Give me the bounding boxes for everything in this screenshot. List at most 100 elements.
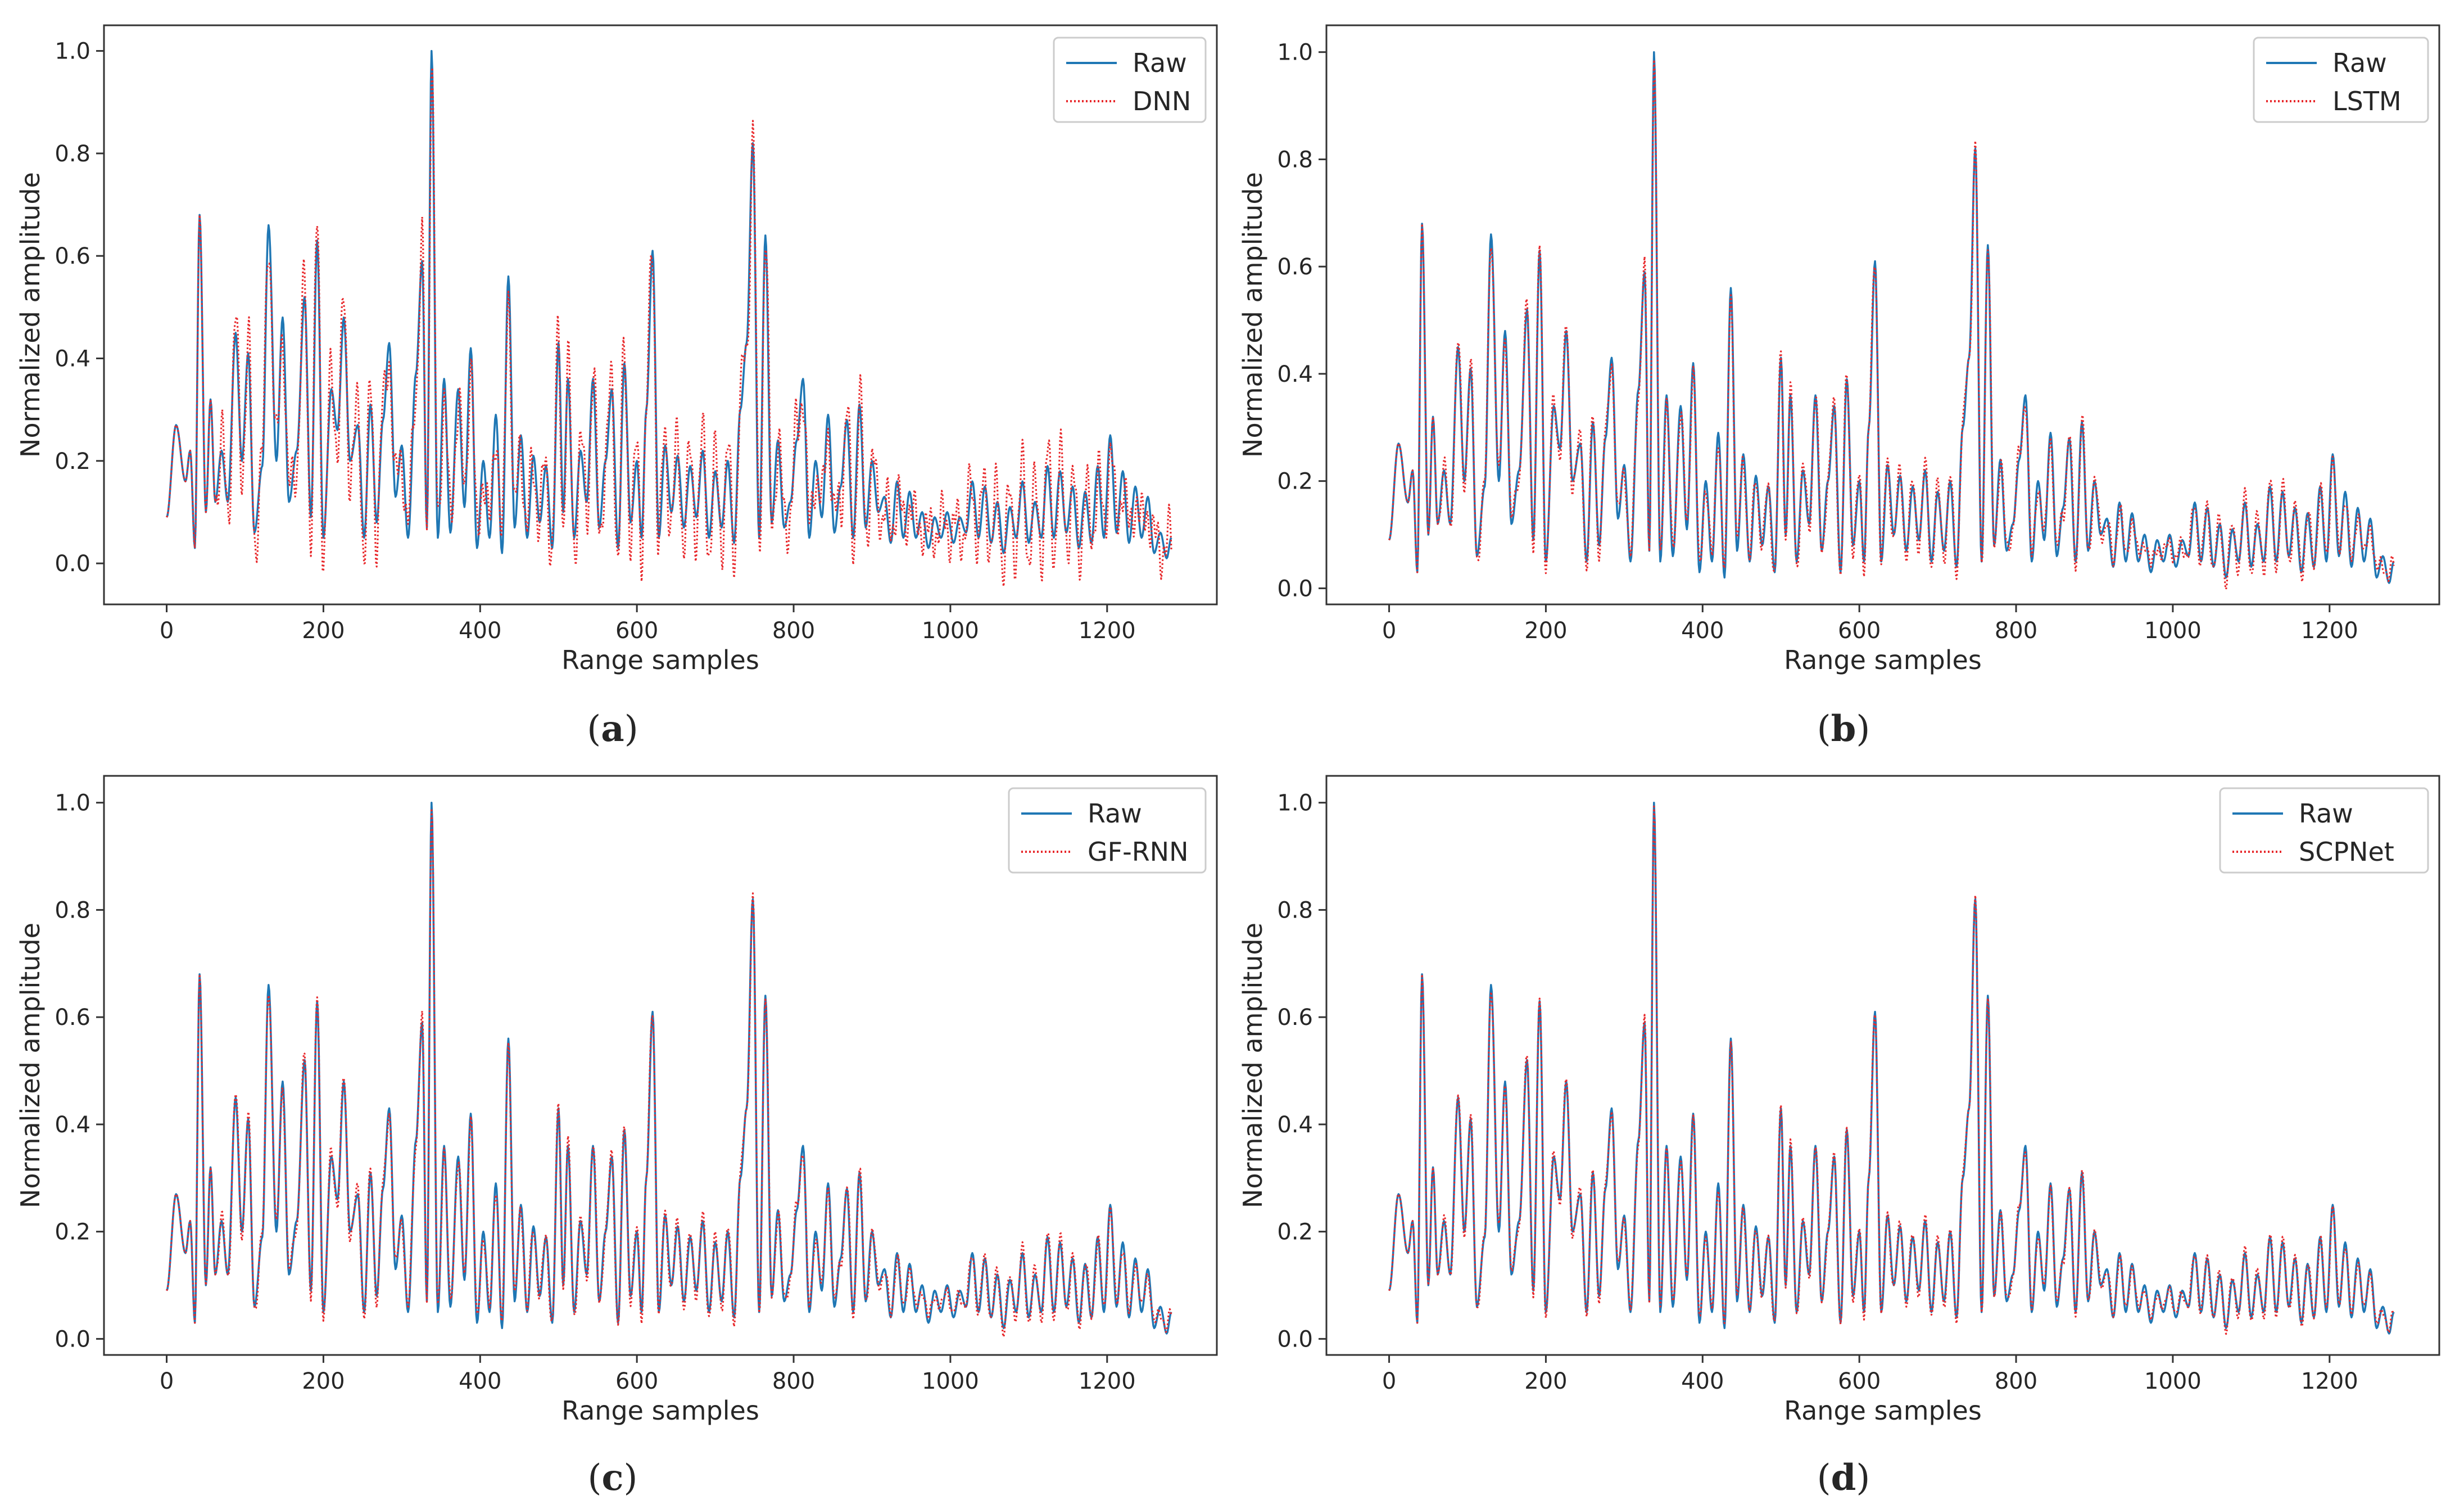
- plot-frame: [103, 24, 1218, 606]
- y-tick-label: 1.0: [1277, 40, 1313, 66]
- chart-panel-d: 0 200 400 600 800 1000 1200 0.0 0.2 0.4 0.6 0.8 1.0 R…: [1238, 775, 2440, 1499]
- x-tick-label: 1000: [2144, 618, 2202, 644]
- series-line-scpnet: [1388, 805, 2395, 1335]
- chart-panel-a: 0 200 400 600 800 1000 1200 0.0 0.2 0.4 0.6 0.8 1.0 R…: [15, 24, 1218, 750]
- x-tick-label: 1000: [2144, 1368, 2202, 1394]
- x-tick-label: 400: [459, 1368, 501, 1394]
- y-tick-label: 0.8: [55, 897, 90, 923]
- plot-frame: [1325, 24, 2440, 606]
- x-tick-label: 400: [1681, 1368, 1724, 1394]
- x-tick-label: 1200: [1079, 1368, 1136, 1394]
- series-line-lstm: [1388, 58, 2395, 590]
- panel-caption: (b): [1817, 708, 1870, 750]
- x-tick-label: 800: [1995, 1368, 2037, 1394]
- x-tick-label: 200: [1524, 618, 1567, 644]
- caption-close: ): [1856, 1457, 1870, 1499]
- x-tick-label: 1200: [1079, 618, 1136, 644]
- plot-frame: [1325, 775, 2440, 1356]
- y-tick-label: 0.4: [55, 1112, 90, 1138]
- legend-label: SCPNet: [2299, 837, 2394, 867]
- series-line-dnn: [166, 66, 1172, 588]
- legend: Raw LSTM: [2253, 37, 2429, 123]
- x-tick-label: 800: [772, 618, 815, 644]
- y-tick-label: 0.0: [1277, 576, 1313, 602]
- series-line-raw: [1388, 51, 2395, 584]
- caption-letter: a: [601, 708, 624, 750]
- legend-label: Raw: [1133, 48, 1187, 78]
- x-tick-label: 1000: [922, 1368, 979, 1394]
- y-tick-label: 1.0: [1277, 790, 1313, 816]
- x-tick-label: 600: [615, 618, 658, 644]
- y-axis-label: Normalized amplitude: [15, 923, 46, 1208]
- chart-panel-b: 0 200 400 600 800 1000 1200 0.0 0.2 0.4 0.6 0.8 1.0 R…: [1238, 24, 2440, 750]
- y-axis-label: Normalized amplitude: [15, 172, 46, 458]
- y-axis-label: Normalized amplitude: [1238, 172, 1268, 458]
- panel-caption: (c): [588, 1457, 638, 1499]
- caption-letter: c: [602, 1457, 624, 1499]
- x-tick-label: 0: [1382, 618, 1396, 644]
- y-tick-label: 0.6: [55, 1005, 90, 1031]
- x-tick-label: 800: [1995, 618, 2037, 644]
- legend-label: Raw: [1088, 798, 1142, 829]
- y-axis-label: Normalized amplitude: [1238, 923, 1268, 1208]
- caption-letter: b: [1831, 708, 1856, 750]
- y-tick-label: 0.8: [55, 141, 90, 167]
- x-tick-label: 1200: [2301, 618, 2358, 644]
- y-tick-label: 1.0: [55, 790, 90, 816]
- y-tick-label: 0.2: [55, 449, 90, 475]
- x-tick-label: 0: [1382, 1368, 1396, 1394]
- legend: Raw SCPNet: [2219, 787, 2429, 874]
- legend-label: Raw: [2332, 48, 2387, 78]
- legend: Raw GF-RNN: [1008, 787, 1207, 874]
- y-tick-label: 1.0: [55, 39, 90, 65]
- plot-area: [165, 49, 1172, 588]
- series-line-gf-rnn: [166, 807, 1172, 1338]
- y-tick-label: 0.0: [55, 1326, 90, 1352]
- caption-letter: d: [1831, 1457, 1856, 1499]
- y-tick-label: 0.2: [1277, 469, 1313, 495]
- x-tick-label: 200: [1524, 1368, 1567, 1394]
- y-tick-label: 0.4: [1277, 362, 1313, 387]
- caption-open: (: [588, 1457, 602, 1499]
- y-tick-label: 0.0: [1277, 1326, 1313, 1352]
- y-tick-label: 0.8: [1277, 897, 1313, 923]
- y-tick-label: 0.0: [55, 551, 90, 577]
- caption-close: ): [624, 708, 638, 750]
- caption-close: ): [1856, 708, 1870, 750]
- x-tick-label: 1000: [922, 618, 979, 644]
- y-tick-label: 0.6: [1277, 1005, 1313, 1031]
- plot-frame: [103, 775, 1218, 1356]
- legend-label: DNN: [1133, 86, 1191, 116]
- x-tick-label: 600: [615, 1368, 658, 1394]
- legend-box: [2253, 37, 2429, 123]
- series-line-raw: [1388, 801, 2395, 1335]
- x-tick-label: 200: [302, 1368, 345, 1394]
- x-axis-label: Range samples: [561, 1395, 759, 1426]
- y-tick-label: 0.6: [1277, 254, 1313, 280]
- x-tick-label: 0: [160, 1368, 174, 1394]
- y-tick-label: 0.6: [55, 243, 90, 269]
- x-tick-label: 1200: [2301, 1368, 2358, 1394]
- x-tick-label: 600: [1838, 1368, 1881, 1394]
- x-tick-label: 800: [772, 1368, 815, 1394]
- caption-open: (: [1817, 708, 1831, 750]
- series-line-raw: [165, 49, 1172, 559]
- y-tick-label: 0.8: [1277, 147, 1313, 173]
- x-tick-label: 600: [1838, 618, 1881, 644]
- caption-open: (: [587, 708, 601, 750]
- legend-label: LSTM: [2332, 86, 2402, 116]
- legend-box: [1053, 37, 1207, 123]
- x-axis-label: Range samples: [1784, 1395, 1982, 1426]
- y-tick-label: 0.2: [55, 1219, 90, 1245]
- x-tick-label: 200: [302, 618, 345, 644]
- caption-close: ): [623, 1457, 637, 1499]
- caption-open: (: [1817, 1457, 1831, 1499]
- legend-label: Raw: [2299, 798, 2353, 829]
- chart-panel-c: 0 200 400 600 800 1000 1200 0.0 0.2 0.4 0.6 0.8 1.0 R…: [15, 775, 1218, 1499]
- x-axis-label: Range samples: [561, 645, 759, 675]
- x-axis-label: Range samples: [1784, 645, 1982, 675]
- x-tick-label: 400: [1681, 618, 1724, 644]
- x-tick-label: 400: [459, 618, 501, 644]
- y-tick-label: 0.4: [55, 346, 90, 372]
